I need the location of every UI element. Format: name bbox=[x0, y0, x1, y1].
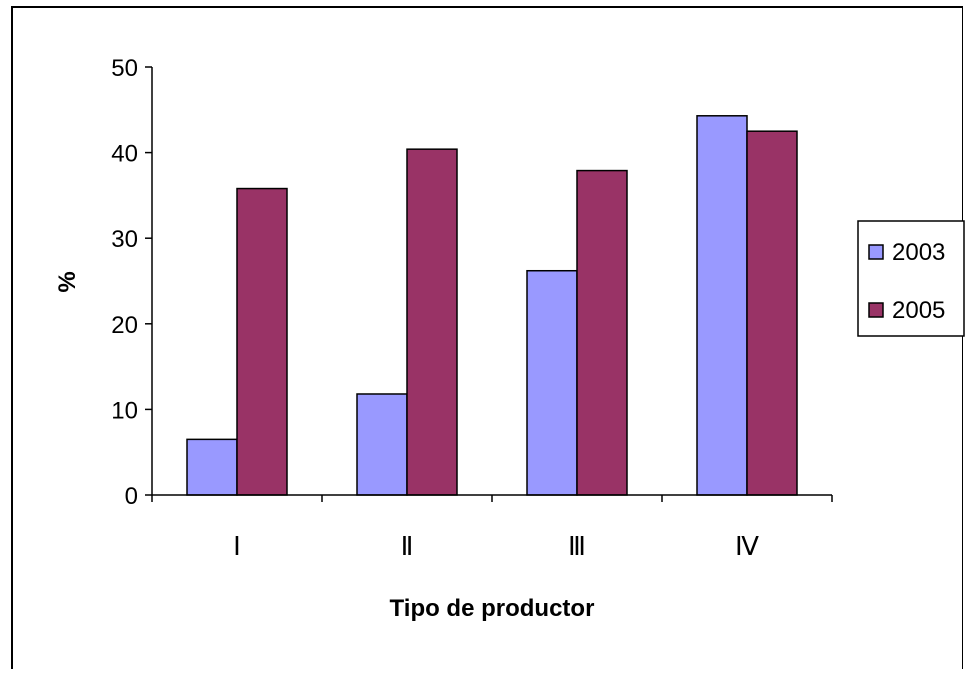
legend-swatch-2003 bbox=[868, 244, 884, 260]
y-tick-label: 10 bbox=[111, 397, 138, 424]
bar-2003-3 bbox=[526, 269, 578, 496]
legend-label-2003: 2003 bbox=[892, 239, 945, 266]
legend-swatch-2005 bbox=[868, 302, 884, 318]
y-ticks-group: 0 10 20 30 40 50 bbox=[111, 55, 152, 510]
legend: 2003 2005 bbox=[857, 220, 965, 337]
x-axis-title: Tipo de productor bbox=[390, 595, 595, 622]
category-label: Ⅱ bbox=[401, 531, 414, 561]
bar-2005-4 bbox=[746, 130, 798, 496]
bar-2005-2 bbox=[406, 148, 458, 496]
y-axis-title: % bbox=[54, 271, 81, 292]
bar-2003-2 bbox=[356, 393, 408, 496]
chart-frame bbox=[11, 6, 963, 669]
y-tick-label: 40 bbox=[111, 141, 138, 168]
y-tick-label: 20 bbox=[111, 312, 138, 339]
x-ticks-group: Ⅰ Ⅱ Ⅲ Ⅳ bbox=[151, 495, 833, 561]
bar-2005-3 bbox=[576, 169, 628, 496]
bar-2005-1 bbox=[236, 187, 288, 496]
bar-2003-1 bbox=[186, 438, 238, 496]
legend-label-2005: 2005 bbox=[892, 297, 945, 324]
bar-2003-4 bbox=[696, 115, 748, 496]
category-label: Ⅰ bbox=[233, 531, 241, 561]
category-label: Ⅳ bbox=[735, 531, 759, 561]
y-tick-label: 50 bbox=[111, 55, 138, 82]
bars-group bbox=[186, 115, 798, 496]
category-label: Ⅲ bbox=[568, 531, 586, 561]
y-tick-label: 30 bbox=[111, 226, 138, 253]
y-tick-label: 0 bbox=[125, 483, 138, 510]
